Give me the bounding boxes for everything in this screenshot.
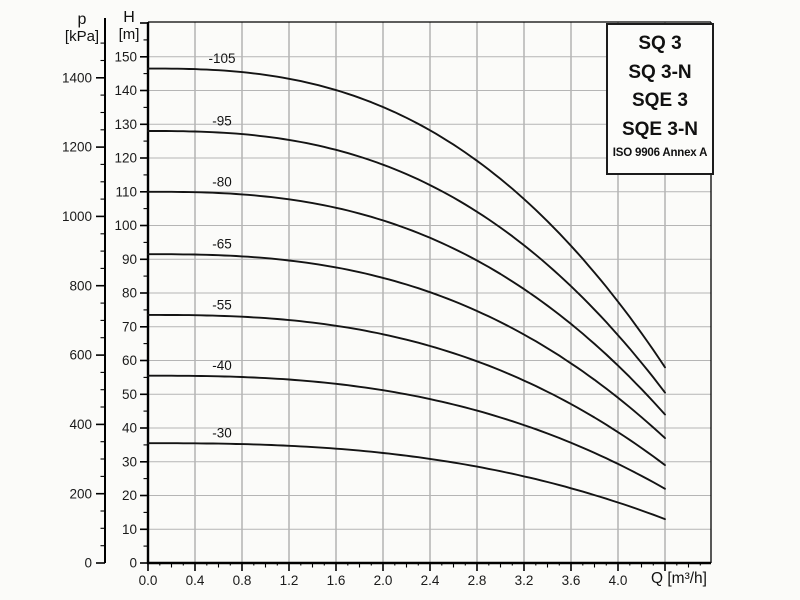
svg-text:600: 600 — [69, 348, 92, 363]
curve--105 — [147, 67, 666, 369]
svg-text:60: 60 — [122, 353, 137, 368]
svg-text:20: 20 — [122, 488, 137, 503]
legend-model: SQE 3 — [632, 90, 688, 111]
svg-text:1.2: 1.2 — [280, 573, 299, 588]
svg-text:1000: 1000 — [62, 209, 92, 224]
svg-text:0.8: 0.8 — [233, 573, 252, 588]
head-axis-unit: [m] — [118, 26, 140, 43]
head-axis-header: H [m] — [110, 9, 148, 43]
curve-label--55: -55 — [212, 297, 232, 312]
svg-text:130: 130 — [114, 117, 137, 132]
svg-text:0: 0 — [129, 556, 137, 571]
svg-text:10: 10 — [122, 522, 137, 537]
svg-text:150: 150 — [114, 49, 137, 64]
svg-text:2.0: 2.0 — [374, 573, 393, 588]
svg-text:800: 800 — [69, 278, 92, 293]
svg-text:120: 120 — [114, 151, 137, 166]
curve-label--30: -30 — [212, 426, 232, 441]
svg-text:1400: 1400 — [62, 70, 92, 85]
svg-text:1.6: 1.6 — [327, 573, 346, 588]
curve--40 — [147, 374, 666, 490]
legend-model: SQE 3-N — [621, 118, 699, 140]
svg-text:80: 80 — [122, 286, 137, 301]
svg-text:110: 110 — [115, 184, 137, 199]
svg-text:0.0: 0.0 — [139, 573, 158, 588]
curve-label--95: -95 — [212, 114, 232, 129]
curve--80 — [147, 190, 666, 416]
svg-text:90: 90 — [122, 252, 137, 267]
svg-text:4.0: 4.0 — [609, 573, 628, 588]
svg-text:0.4: 0.4 — [186, 573, 205, 588]
pressure-axis-header: p [kPa] — [58, 11, 106, 45]
svg-text:40: 40 — [122, 421, 137, 436]
svg-text:1200: 1200 — [62, 140, 92, 155]
legend-model: SQ 3 — [638, 33, 682, 54]
pressure-axis-unit: [kPa] — [64, 28, 100, 45]
curve--65 — [147, 253, 666, 440]
head-axis-name: H — [123, 9, 135, 26]
curve--30 — [147, 442, 666, 521]
curve-label--65: -65 — [212, 237, 232, 252]
svg-text:50: 50 — [122, 387, 137, 402]
curve--95 — [147, 130, 666, 394]
head-axis: 0 10 20 30 40 50 60 70 80 90 100 110 120 130 140 150 — [114, 22, 148, 571]
flow-axis-header: Q [m³/h] — [651, 570, 707, 587]
svg-text:3.2: 3.2 — [515, 573, 534, 588]
pressure-axis: 0 200 400 600 800 1000 1200 1400 — [62, 18, 106, 571]
svg-text:2.4: 2.4 — [421, 573, 440, 588]
legend-box: SQ 3 SQ 3-N SQE 3 SQE 3-N ISO 9906 Annex… — [606, 23, 714, 175]
curve-label--105: -105 — [208, 51, 235, 66]
flow-axis: 0.0 0.4 0.8 1.2 1.6 2.0 2.4 2.8 3.2 3.6 4.0 — [139, 563, 701, 588]
legend-model: SQ 3-N — [628, 61, 692, 83]
pressure-axis-name: p — [77, 11, 87, 28]
curve-label--80: -80 — [212, 174, 232, 189]
svg-text:200: 200 — [69, 486, 92, 501]
curve-label--40: -40 — [212, 358, 232, 373]
svg-text:0: 0 — [84, 556, 92, 571]
svg-text:70: 70 — [122, 319, 137, 334]
pump-curves: -105 -95 -80 -65 -55 -40 -30 — [147, 51, 666, 521]
svg-text:140: 140 — [114, 83, 137, 98]
curve--55 — [147, 313, 666, 467]
svg-text:100: 100 — [114, 218, 137, 233]
svg-text:3.6: 3.6 — [562, 573, 581, 588]
legend-standard-note: ISO 9906 Annex A — [612, 147, 708, 159]
svg-text:2.8: 2.8 — [468, 573, 487, 588]
svg-text:400: 400 — [69, 417, 92, 432]
svg-text:30: 30 — [122, 454, 137, 469]
